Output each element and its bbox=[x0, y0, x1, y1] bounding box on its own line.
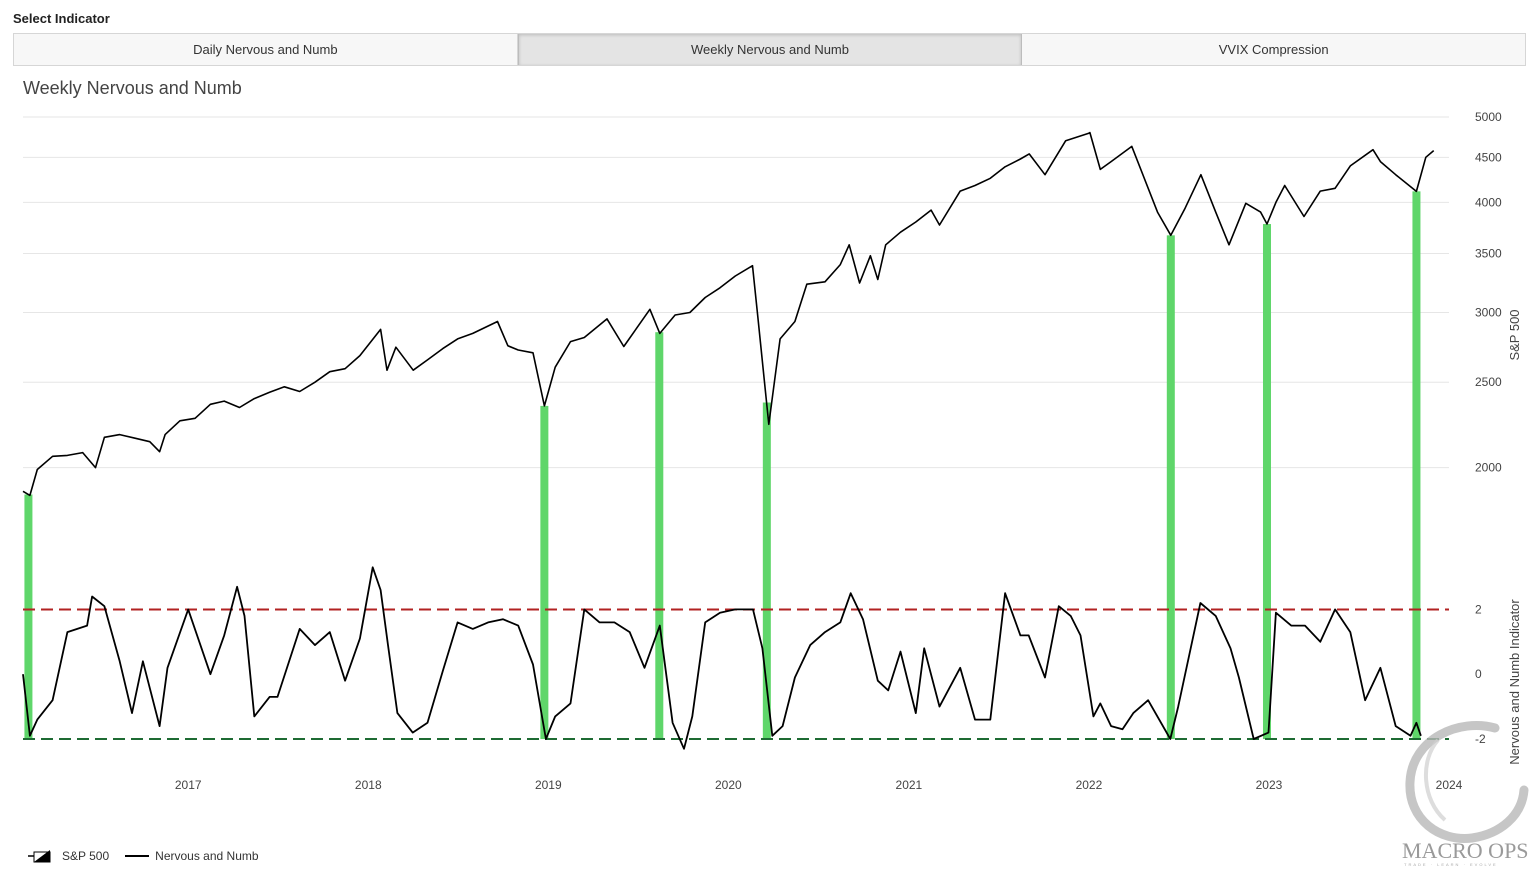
legend-label-nervous-and-numb: Nervous and Numb bbox=[155, 849, 259, 863]
indicator-tabs: Daily Nervous and Numb Weekly Nervous an… bbox=[13, 33, 1526, 66]
signal-bar bbox=[1262, 224, 1271, 740]
chart-legend: S&P 500 Nervous and Numb bbox=[28, 849, 275, 863]
series-lines bbox=[22, 131, 1435, 750]
gridlines bbox=[23, 116, 1449, 469]
y2-axis-title: Nervous and Numb Indicator bbox=[1507, 599, 1522, 765]
x-tick-label: 2019 bbox=[535, 778, 562, 792]
watermark-brand: MACRO OPS bbox=[1402, 838, 1529, 863]
x-tick-label: 2018 bbox=[355, 778, 382, 792]
select-indicator-label: Select Indicator bbox=[13, 11, 110, 26]
nervous-and-numb-line bbox=[22, 566, 1422, 750]
sp500-line bbox=[22, 131, 1435, 497]
x-tick-label: 2022 bbox=[1076, 778, 1103, 792]
x-tick-label: 2020 bbox=[715, 778, 742, 792]
x-tick-label: 2024 bbox=[1436, 778, 1463, 792]
y1-axis-title: S&P 500 bbox=[1507, 309, 1522, 360]
macro-ops-logo-icon bbox=[1405, 720, 1529, 843]
signal-bar bbox=[1412, 191, 1421, 740]
signal-bars bbox=[24, 191, 1421, 740]
signal-bar bbox=[24, 494, 33, 740]
threshold-lines bbox=[23, 608, 1449, 741]
watermark-tagline: TRADE · LEARN · EVOLVE bbox=[1404, 862, 1498, 867]
tab-vvix-compression[interactable]: VVIX Compression bbox=[1022, 34, 1526, 65]
legend-item-nervous-and-numb[interactable]: Nervous and Numb bbox=[125, 849, 259, 863]
tab-daily-nervous-and-numb[interactable]: Daily Nervous and Numb bbox=[14, 34, 518, 65]
y1-tick-label: 5000 bbox=[1475, 110, 1502, 124]
signal-bar bbox=[762, 402, 771, 740]
tab-weekly-nervous-and-numb[interactable]: Weekly Nervous and Numb bbox=[517, 34, 1023, 65]
x-tick-label: 2017 bbox=[175, 778, 202, 792]
y1-tick-label: 2500 bbox=[1475, 375, 1502, 389]
y1-tick-label: 4500 bbox=[1475, 150, 1502, 164]
y2-tick-label: -2 bbox=[1475, 732, 1486, 746]
x-tick-label: 2021 bbox=[896, 778, 923, 792]
legend-label-sp500: S&P 500 bbox=[62, 849, 110, 863]
x-tick-label: 2023 bbox=[1256, 778, 1283, 792]
y2-tick-label: 0 bbox=[1475, 667, 1482, 681]
y2-tick-label: 2 bbox=[1475, 602, 1482, 616]
signal-bar bbox=[540, 405, 549, 740]
y2-axis-ticks: 2 0 -2 bbox=[1475, 602, 1486, 746]
chart-title: Weekly Nervous and Numb bbox=[23, 78, 242, 98]
y1-tick-label: 4000 bbox=[1475, 195, 1502, 209]
indicator-legend-icon bbox=[125, 855, 150, 857]
sp500-legend-icon bbox=[28, 850, 51, 863]
x-axis-ticks: 2017 2018 2019 2020 2021 2022 2023 2024 bbox=[175, 778, 1463, 792]
y1-axis-ticks: 5000 4500 4000 3500 3000 2500 2000 bbox=[1475, 110, 1502, 475]
signal-bar bbox=[655, 332, 664, 740]
y1-tick-label: 2000 bbox=[1475, 461, 1502, 475]
signal-bar bbox=[1166, 235, 1175, 740]
y1-tick-label: 3000 bbox=[1475, 305, 1502, 319]
legend-item-sp500[interactable]: S&P 500 bbox=[28, 849, 109, 863]
y1-tick-label: 3500 bbox=[1475, 246, 1502, 260]
